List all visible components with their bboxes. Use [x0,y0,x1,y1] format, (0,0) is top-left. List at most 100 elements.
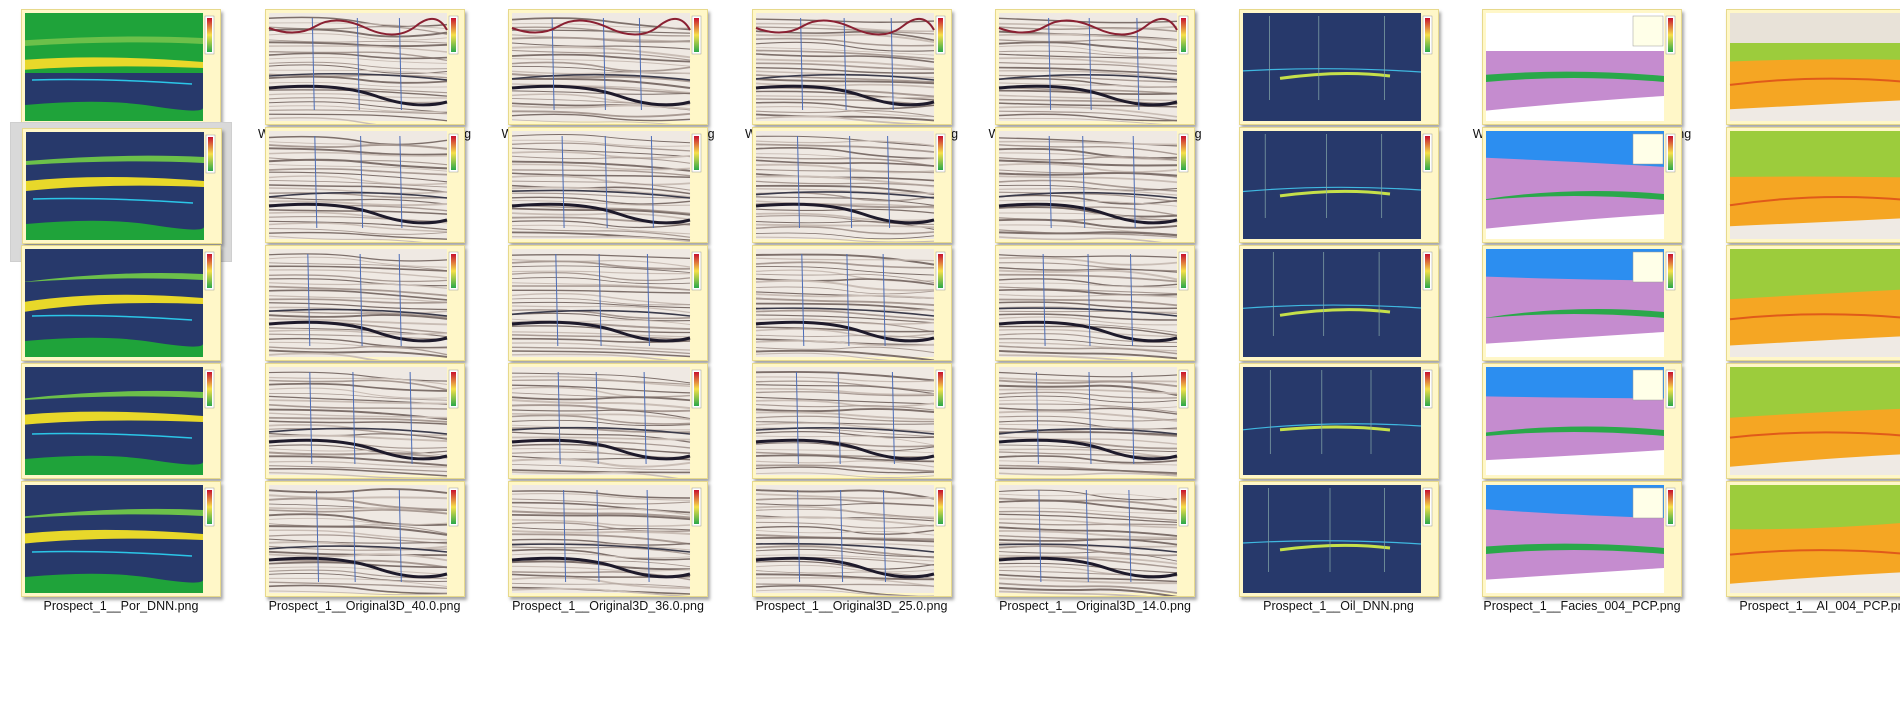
file-thumbnail-seis[interactable] [751,481,952,597]
file-name-label[interactable]: Prospect_1__Original3D_14.0.png [999,599,1191,613]
file-name-label[interactable]: Prospect_1__AI_004_PCP.png [1739,599,1900,613]
file-tile[interactable]: Prospect_3__Facies_004_PCP.png [1471,240,1693,380]
thumbnail-image [1486,249,1676,357]
file-tile[interactable]: Prospect_2__AI_004_PCP.png [1715,358,1900,498]
file-name-label[interactable]: Prospect_1__Original3D_36.0.png [512,599,704,613]
file-thumbnail-por[interactable] [22,128,222,244]
file-tile[interactable]: Prospect_3__Original3D_40.0.png [254,240,476,380]
file-tile[interactable]: Prospect_2__Original3D_14.0.png [984,358,1206,498]
file-thumbnail-seis[interactable] [995,127,1195,243]
file-thumbnail-facies[interactable] [1482,481,1682,597]
file-tile[interactable]: Prospect_3__Oil_DNN.png [1228,240,1450,380]
file-thumbnail-ai[interactable] [1725,363,1900,479]
file-tile[interactable]: Prospect_3__Original3D_25.0.png [741,240,963,380]
file-tile[interactable]: Prospect_1__Original3D_36.0.png [497,476,719,616]
thumbnail-image [511,367,702,478]
thumbnail-image [25,13,215,121]
file-tile[interactable]: Well_Summary__AI_004_PCP.png [1715,4,1900,144]
file-thumbnail-ai[interactable] [1725,127,1900,243]
file-tile[interactable]: Prospect_1__AI_004_PCP.png [1715,476,1900,616]
file-thumbnail-ai[interactable] [1725,245,1900,361]
file-tile[interactable]: Prospect_1__Facies_004_PCP.png [1471,476,1693,616]
file-thumbnail-seis[interactable] [508,363,708,479]
file-tile[interactable]: Prospect_4__Oil_DNN.png [1228,122,1450,262]
file-thumbnail-seis[interactable] [264,9,465,125]
file-tile[interactable]: Prospect_2__Original3D_40.0.png [254,358,476,498]
file-thumbnail-facies[interactable] [1482,363,1682,479]
file-thumbnail-por[interactable] [21,9,221,125]
file-thumbnail-seis[interactable] [508,481,708,597]
file-tile[interactable]: Prospect_4__Facies_004_PCP.png [1471,122,1693,262]
file-tile[interactable]: Prospect_3__Original3D_36.0.png [497,240,719,380]
file-tile[interactable]: Prospect_1__Oil_DNN.png [1228,476,1450,616]
file-thumbnail-seis[interactable] [264,481,465,597]
thumbnail-image [1729,13,1900,121]
file-tile[interactable]: Prospect_1__Original3D_14.0.png [984,476,1206,616]
file-tile[interactable]: Prospect_4__Por_DNN.png [10,122,232,262]
file-tile[interactable]: Well_Summary__Oil_DNN.png [1228,4,1450,144]
file-thumbnail-seis[interactable] [751,127,952,243]
file-thumbnail-seis[interactable] [995,9,1195,125]
thumbnail-image [755,485,945,596]
file-thumbnail-oil[interactable] [1238,245,1439,361]
file-thumbnail-oil[interactable] [1238,481,1439,597]
file-tile[interactable]: Prospect_4__Original3D_36.0.png [497,122,719,262]
file-thumbnail-seis[interactable] [508,127,708,243]
thumbnail-image [1486,13,1676,121]
thumbnail-image [1242,367,1432,475]
file-thumbnail-seis[interactable] [995,363,1195,479]
file-thumbnail-seis[interactable] [264,127,465,243]
thumbnail-image [755,249,945,360]
file-thumbnail-oil[interactable] [1238,9,1439,125]
file-thumbnail-facies[interactable] [1482,9,1682,125]
file-thumbnail-seis[interactable] [995,245,1195,361]
file-thumbnail-por[interactable] [21,481,221,597]
file-tile[interactable]: Well_Summary__Por_DNN.png [10,4,232,144]
file-tile[interactable]: Well_Summary__Original3D_14.0.png [984,4,1206,144]
file-tile[interactable]: Prospect_1__Original3D_40.0.png [254,476,476,616]
file-thumbnail-oil[interactable] [1238,363,1439,479]
file-thumbnail-por[interactable] [21,245,221,361]
file-thumbnail-seis[interactable] [751,245,952,361]
thumbnail-image [1486,485,1676,593]
file-thumbnail-seis[interactable] [264,363,465,479]
file-tile[interactable]: Well_Summary__Original3D_40.0.png [254,4,476,144]
file-name-label[interactable]: Prospect_1__Original3D_40.0.png [268,599,461,613]
file-tile[interactable]: Prospect_4__Original3D_14.0.png [984,122,1206,262]
thumbnail-image [1729,131,1900,239]
file-thumbnail-seis[interactable] [995,481,1195,597]
thumbnail-image [268,485,458,596]
file-thumbnail-ai[interactable] [1725,9,1900,125]
file-thumbnail-ai[interactable] [1725,481,1900,597]
file-tile[interactable]: Prospect_1__Por_DNN.png [10,476,232,616]
file-thumbnail-seis[interactable] [264,245,465,361]
file-tile[interactable]: Prospect_2__Oil_DNN.png [1228,358,1450,498]
file-thumbnail-seis[interactable] [508,9,708,125]
file-thumbnail-facies[interactable] [1482,245,1682,361]
file-tile[interactable]: Prospect_2__Facies_004_PCP.png [1471,358,1693,498]
thumbnail-image [755,131,945,242]
file-thumbnail-seis[interactable] [508,245,708,361]
file-thumbnail-seis[interactable] [751,9,952,125]
file-tile[interactable]: Well_Summary__Facies_004_PCP.png [1471,4,1693,144]
file-tile[interactable]: Prospect_3__Original3D_14.0.png [984,240,1206,380]
file-tile[interactable]: Prospect_4__Original3D_25.0.png [741,122,963,262]
file-tile[interactable]: Prospect_1__Original3D_25.0.png [741,476,963,616]
thumbnail-image [511,131,702,242]
thumbnail-image [1486,367,1676,475]
thumbnail-image [268,13,458,124]
thumbnail-image [1242,249,1432,357]
file-name-label[interactable]: Prospect_1__Original3D_25.0.png [755,599,948,613]
file-name-label[interactable]: Prospect_1__Por_DNN.png [43,599,199,613]
file-thumbnail-oil[interactable] [1238,127,1439,243]
file-tile[interactable]: Prospect_2__Por_DNN.png [10,358,232,498]
file-name-label[interactable]: Prospect_1__Facies_004_PCP.png [1483,599,1681,613]
file-thumbnail-por[interactable] [21,363,221,479]
thumbnail-image [998,249,1189,360]
file-thumbnail-facies[interactable] [1482,127,1682,243]
file-tile[interactable]: Prospect_3__Por_DNN.png [10,240,232,380]
thumbnail-image [25,249,215,357]
file-thumbnail-seis[interactable] [751,363,952,479]
file-name-label[interactable]: Prospect_1__Oil_DNN.png [1263,599,1414,613]
